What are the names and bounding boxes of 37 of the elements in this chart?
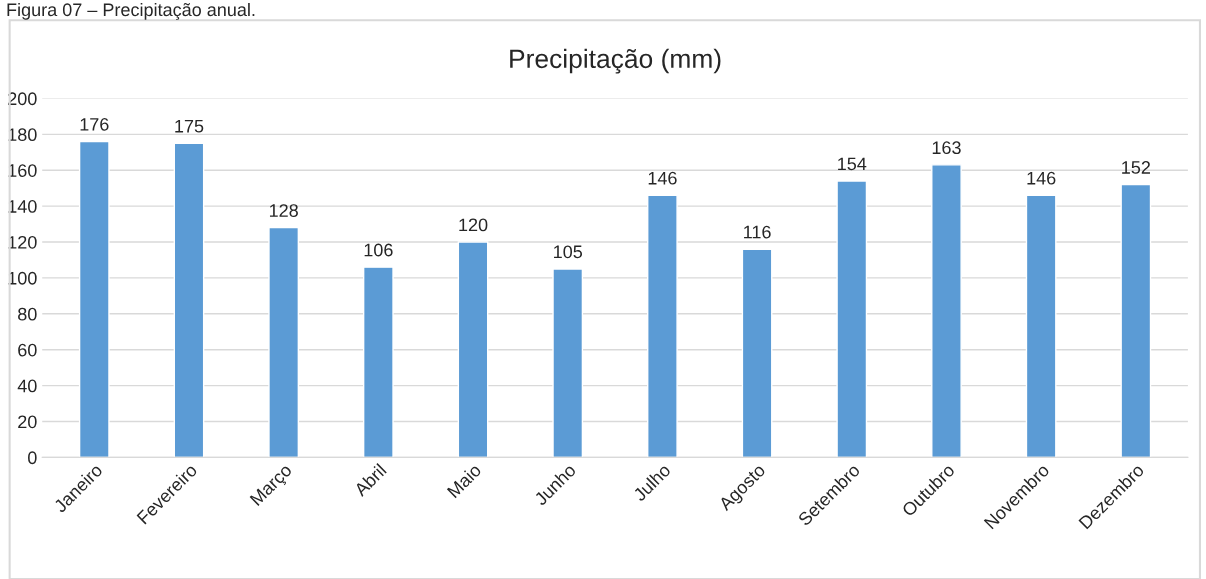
data-label: 116 bbox=[744, 225, 771, 239]
data-label: 146 bbox=[648, 171, 677, 185]
bar bbox=[931, 164, 962, 458]
data-label: 175 bbox=[175, 119, 204, 133]
data-label: 152 bbox=[1122, 161, 1150, 174]
data-label: 176 bbox=[80, 117, 109, 131]
y-tick-label: 200 bbox=[8, 92, 37, 106]
bar bbox=[173, 142, 205, 458]
data-label: 105 bbox=[554, 245, 583, 259]
chart-title: Precipitação (mm) bbox=[510, 48, 721, 74]
bar bbox=[1120, 183, 1152, 458]
data-label: 128 bbox=[269, 204, 298, 217]
data-label: 163 bbox=[932, 141, 961, 155]
y-tick-label: 20 bbox=[18, 415, 37, 429]
bar bbox=[647, 194, 678, 458]
bar bbox=[78, 140, 110, 458]
text: Figura 07 – Precipitação anual. bbox=[7, 2, 255, 20]
y-tick-label: 160 bbox=[8, 164, 37, 177]
bar bbox=[268, 226, 300, 458]
y-tick-label: 180 bbox=[8, 128, 37, 142]
data-label: 120 bbox=[459, 218, 488, 232]
bar bbox=[552, 268, 584, 458]
data-label: 106 bbox=[364, 243, 393, 257]
bar bbox=[741, 248, 773, 458]
y-tick-label: 0 bbox=[28, 451, 37, 465]
bar bbox=[457, 241, 489, 458]
y-tick-label: 140 bbox=[8, 200, 37, 213]
bar bbox=[362, 266, 394, 458]
data-label: 146 bbox=[1027, 171, 1056, 185]
y-tick-label: 40 bbox=[17, 379, 37, 393]
y-tick-label: 60 bbox=[18, 343, 37, 357]
y-tick-label: 80 bbox=[18, 307, 37, 321]
bar bbox=[836, 180, 868, 458]
data-label: 154 bbox=[838, 157, 867, 171]
y-tick-label: 120 bbox=[8, 235, 37, 249]
y-tick-label: 100 bbox=[8, 271, 37, 285]
bar bbox=[1025, 194, 1057, 458]
